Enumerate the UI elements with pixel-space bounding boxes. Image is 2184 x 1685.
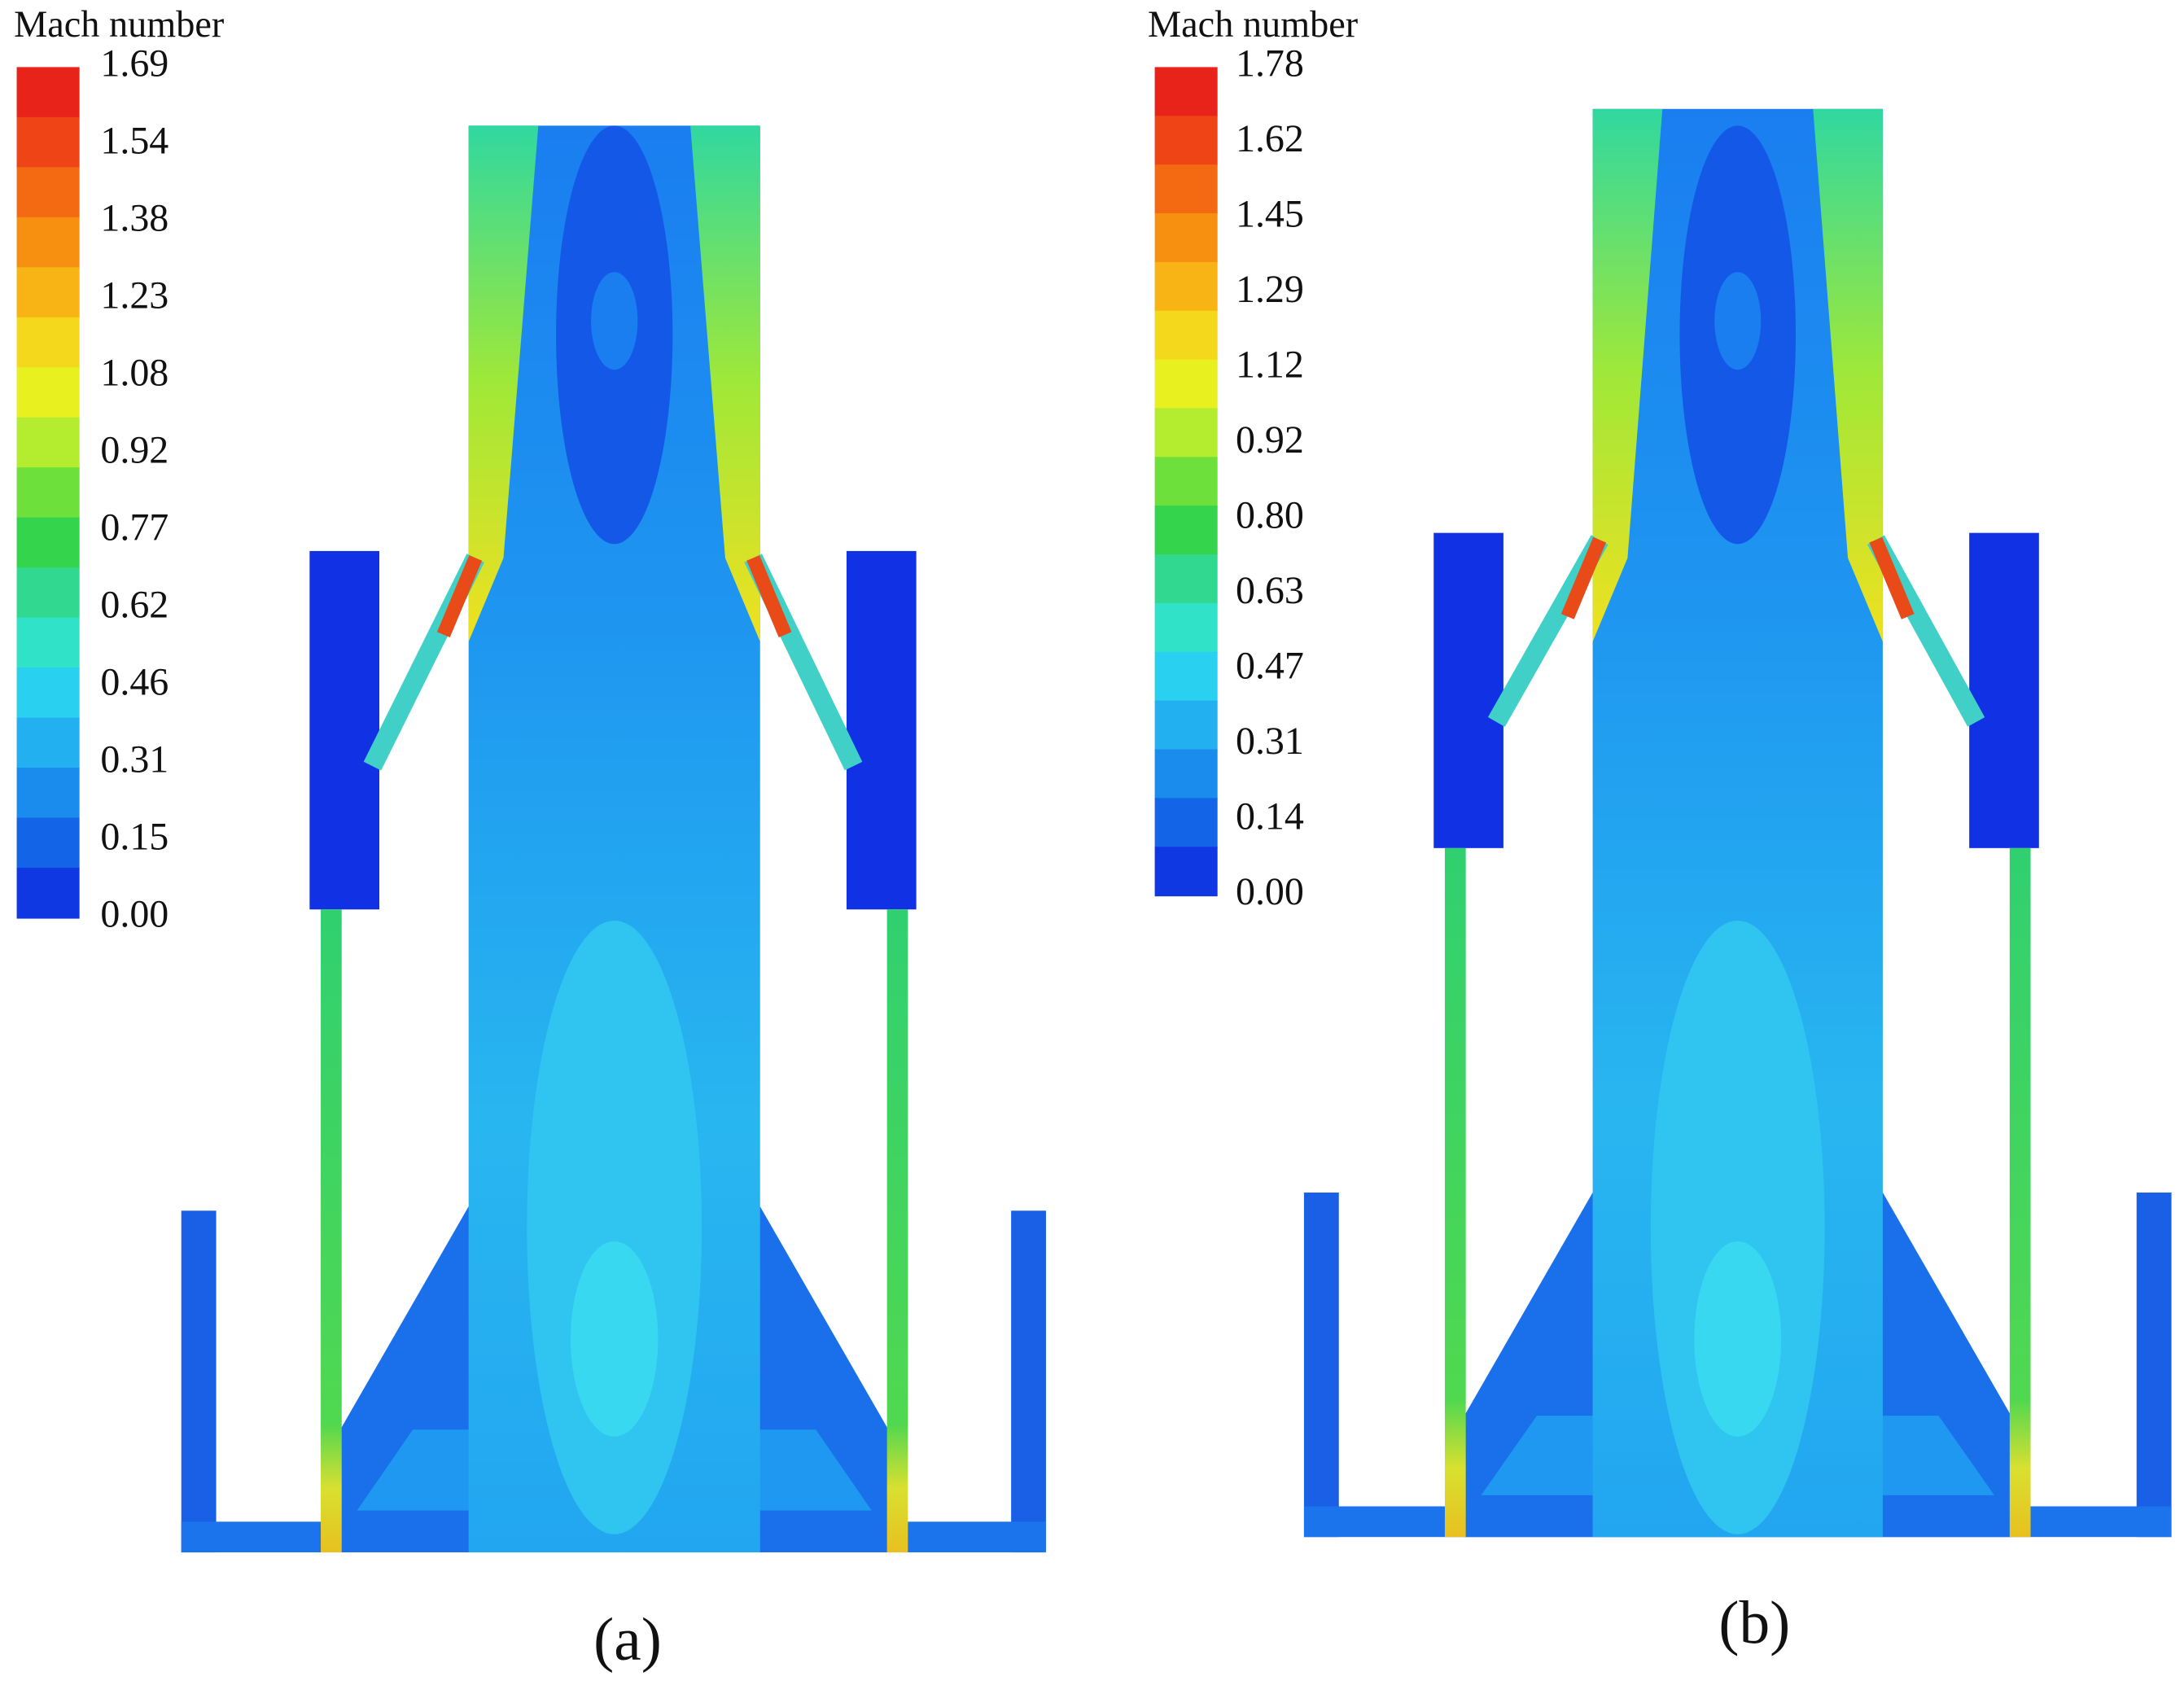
colorbar-band: [1154, 164, 1218, 215]
colorbar-tick-label: 0.00: [100, 893, 169, 936]
tank-wall: [181, 1210, 217, 1553]
colorbar-band: [16, 67, 80, 118]
colorbar-tick-label: 0.15: [100, 816, 169, 859]
colorbar-band: [1154, 457, 1218, 507]
block: [846, 550, 917, 910]
colorbar-band: [16, 717, 80, 769]
colorbar-tick-label: 1.78: [1236, 42, 1304, 85]
block: [1969, 532, 2039, 848]
block: [309, 550, 380, 910]
colorbar-tick-label: 1.45: [1236, 192, 1304, 235]
nozzle-jet: [1560, 536, 1607, 619]
colorbar-band: [1154, 847, 1218, 897]
colorbar-band: [1154, 116, 1218, 166]
colorbar-tick-label: 0.92: [100, 428, 169, 471]
colorbar-band: [16, 217, 80, 269]
colorbar-band: [1154, 554, 1218, 604]
jet: [1813, 108, 1883, 642]
colorbar-band: [16, 768, 80, 819]
jet: [468, 125, 539, 642]
core-flow: [570, 1241, 659, 1437]
colorbar-band: [1154, 213, 1218, 263]
colorbar-tick-label: 1.23: [100, 274, 169, 317]
tank-wall: [1011, 1210, 1046, 1553]
colorbar-tick-label: 0.62: [100, 583, 169, 626]
colorbar-tick-label: 1.54: [100, 119, 169, 162]
colorbar-band: [1154, 700, 1218, 751]
colorbar-title: Mach number: [1148, 4, 1358, 46]
block: [1433, 532, 1503, 848]
colorbar-band: [1154, 310, 1218, 361]
colorbar-tick-label: 0.46: [100, 661, 169, 704]
colorbar-tick-label: 1.08: [100, 351, 169, 394]
tank-wall: [1303, 1193, 1339, 1538]
colorbar-tick-label: 0.31: [1236, 720, 1304, 763]
tube: [1444, 847, 1466, 1538]
core-flow: [1694, 1241, 1782, 1437]
colorbar-band: [16, 467, 80, 519]
colorbar-band: [1154, 798, 1218, 848]
tube: [2009, 847, 2031, 1538]
colorbar-title: Mach number: [14, 4, 224, 46]
panel-label: (b): [1718, 1590, 1790, 1657]
colorbar-band: [1154, 408, 1218, 458]
colorbar-band: [16, 667, 80, 719]
jet: [690, 125, 760, 642]
colorbar-band: [16, 567, 80, 619]
colorbar-band: [16, 317, 80, 369]
colorbar-band: [1154, 651, 1218, 702]
panel-label: (a): [593, 1606, 662, 1674]
colorbar-tick-label: 0.92: [1236, 418, 1304, 462]
colorbar-band: [16, 167, 80, 218]
nozzle-jet: [436, 555, 483, 638]
colorbar-band: [1154, 505, 1218, 556]
colorbar-tick-label: 1.12: [1236, 343, 1304, 386]
jet: [1592, 108, 1663, 642]
colorbar-band: [1154, 602, 1218, 653]
colorbar-band: [16, 617, 80, 669]
colorbar-band: [1154, 261, 1218, 312]
colorbar-tick-label: 0.77: [100, 505, 169, 549]
colorbar-tick-label: 0.14: [1236, 795, 1304, 838]
tube: [886, 909, 908, 1553]
colorbar-tick-label: 0.00: [1236, 870, 1304, 913]
colorbar-band: [16, 517, 80, 569]
colorbar-tick-label: 1.62: [1236, 117, 1304, 160]
colorbar-band: [1154, 67, 1218, 117]
tank-wall: [2136, 1193, 2172, 1538]
colorbar-band: [16, 817, 80, 869]
core-flow: [1650, 920, 1825, 1534]
colorbar-band: [16, 116, 80, 168]
nozzle-jet: [1869, 536, 1915, 619]
vortex: [591, 272, 638, 370]
colorbar-tick-label: 1.38: [100, 196, 169, 239]
colorbar-tick-label: 0.63: [1236, 569, 1304, 612]
colorbar-tick-label: 1.29: [1236, 268, 1304, 311]
colorbar-band: [16, 367, 80, 418]
colorbar-tick-label: 0.47: [1236, 645, 1304, 688]
colorbar-band: [16, 417, 80, 469]
colorbar-tick-label: 0.80: [1236, 494, 1304, 537]
colorbar-band: [16, 868, 80, 919]
colorbar-band: [1154, 359, 1218, 409]
vortex: [1714, 272, 1762, 370]
core-flow: [527, 920, 702, 1534]
colorbar-band: [1154, 749, 1218, 799]
colorbar-tick-label: 1.69: [100, 42, 169, 85]
nozzle-jet: [746, 555, 792, 638]
tube: [321, 909, 342, 1553]
colorbar-tick-label: 0.31: [100, 738, 169, 781]
colorbar-band: [16, 267, 80, 318]
